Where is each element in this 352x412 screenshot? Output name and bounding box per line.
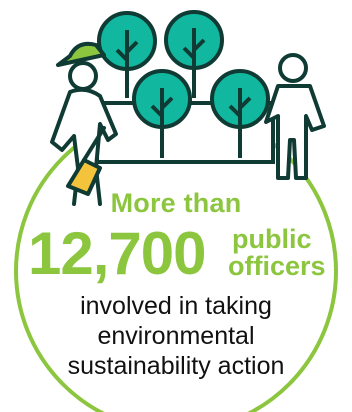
description-line2: environmental [97, 322, 255, 350]
stat-unit-line1: public [232, 224, 312, 254]
description-line3: sustainability action [67, 352, 285, 380]
description: involved in taking environmental sustain… [0, 291, 352, 381]
person-with-shovel-icon [50, 41, 118, 206]
description-line1: involved in taking [80, 292, 272, 320]
statistic: 12,700 public officers [28, 222, 338, 288]
lead-text: More than [110, 188, 242, 218]
standing-person-icon [264, 53, 326, 180]
trees-icon [97, 10, 270, 158]
stat-number: 12,700 [28, 220, 207, 287]
stat-unit-line2: officers [228, 251, 326, 281]
